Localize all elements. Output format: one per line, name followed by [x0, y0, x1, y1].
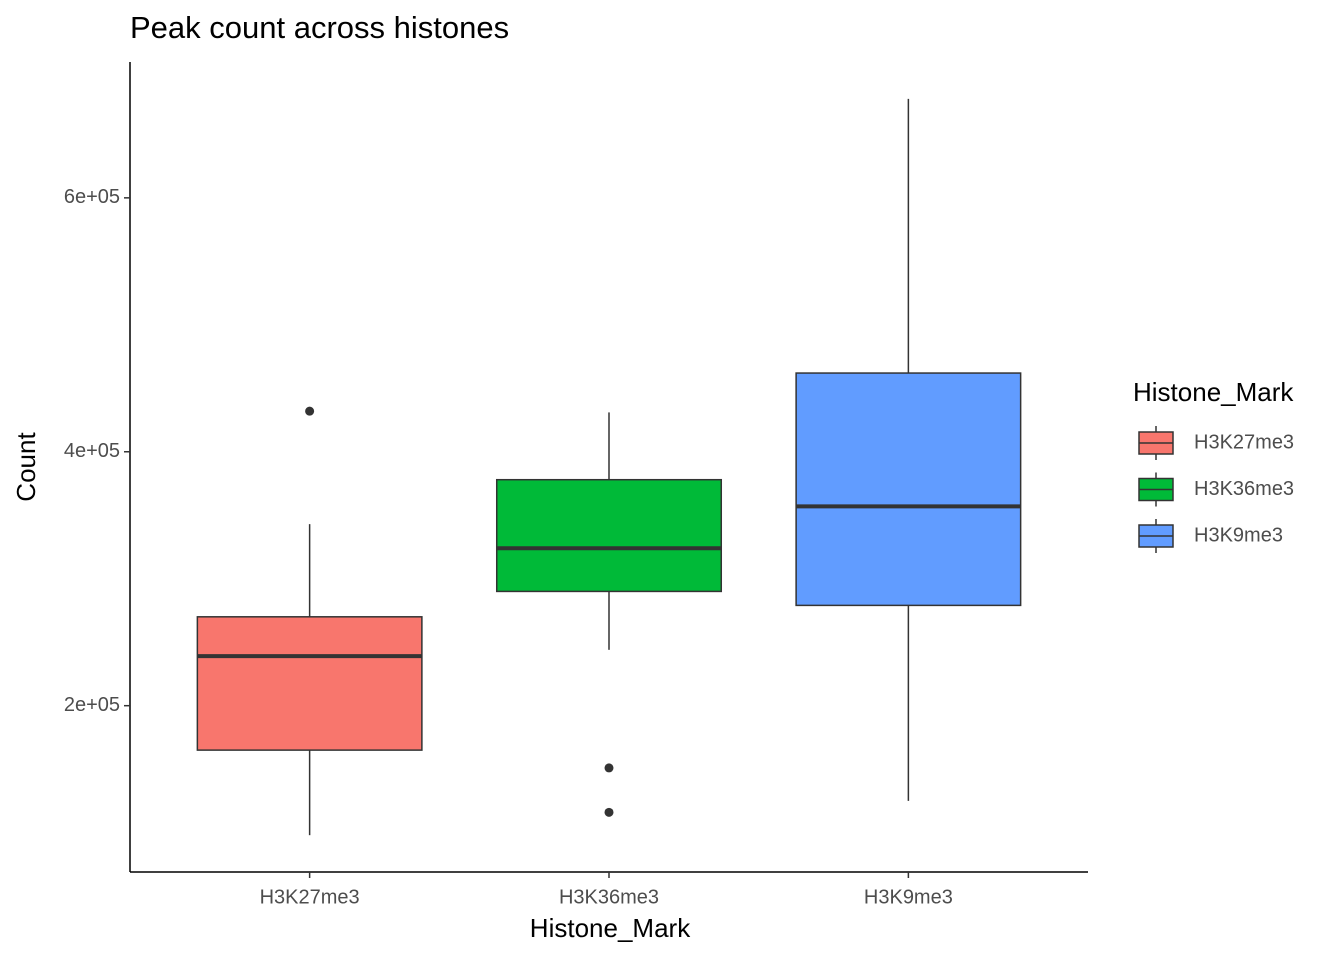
outlier: [305, 406, 315, 416]
box: [495, 478, 723, 593]
x-tick-label: H3K36me3: [559, 886, 659, 908]
outlier: [604, 763, 614, 773]
outlier: [604, 807, 614, 817]
legend-label: H3K27me3: [1194, 431, 1294, 453]
y-tick-label: 6e+05: [64, 186, 120, 208]
y-axis-label: Count: [11, 432, 41, 502]
chart-title: Peak count across histones: [130, 10, 509, 45]
legend-label: H3K36me3: [1194, 478, 1294, 500]
legend-label: H3K9me3: [1194, 524, 1283, 546]
box: [795, 372, 1022, 607]
x-tick-label: H3K9me3: [864, 886, 953, 908]
x-axis-label: Histone_Mark: [530, 913, 691, 943]
y-tick-label: 4e+05: [64, 440, 120, 462]
y-tick-label: 2e+05: [64, 694, 120, 716]
box: [196, 616, 423, 751]
legend-title: Histone_Mark: [1133, 377, 1294, 407]
x-tick-label: H3K27me3: [260, 886, 360, 908]
